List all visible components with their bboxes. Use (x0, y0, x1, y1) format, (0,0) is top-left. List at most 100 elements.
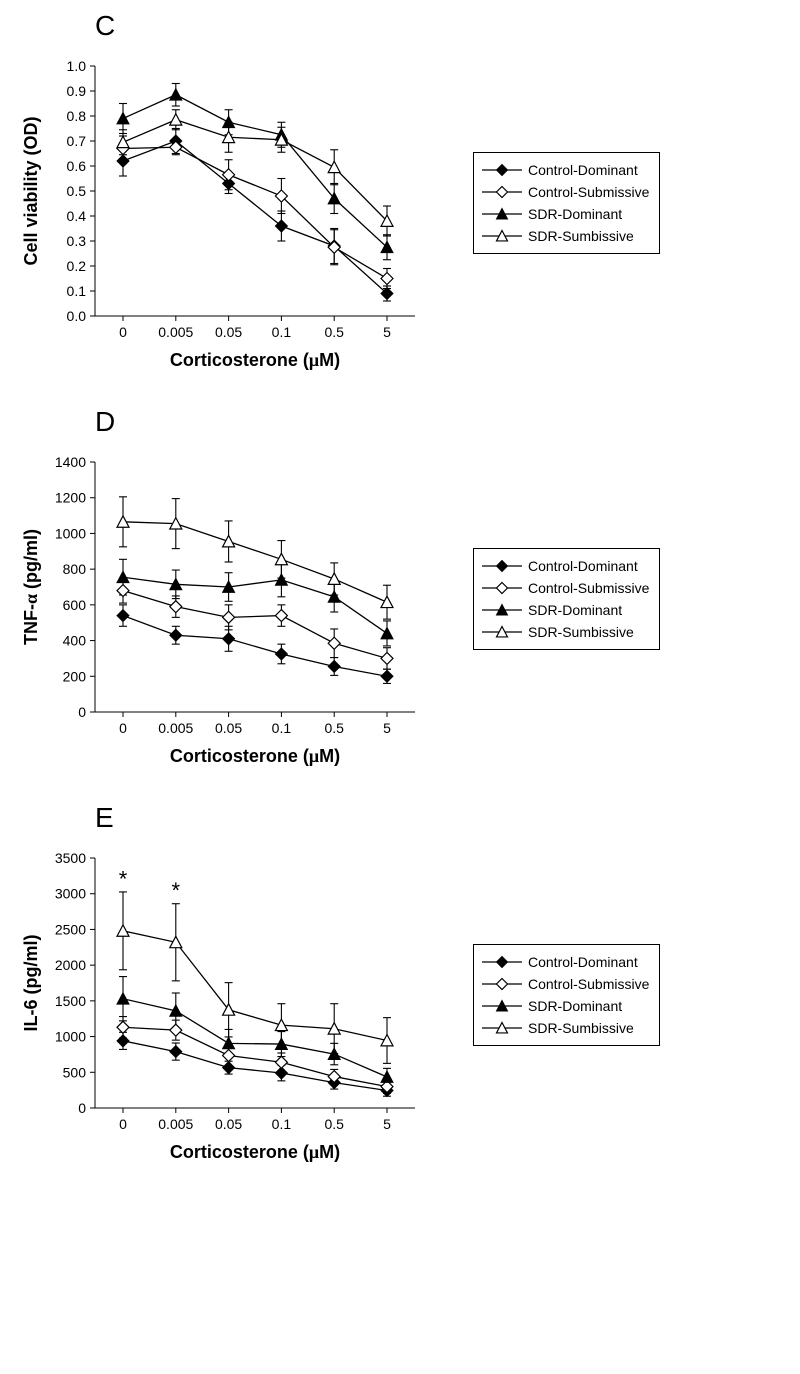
svg-text:1200: 1200 (55, 490, 86, 506)
legend-label: SDR-Dominant (528, 998, 622, 1014)
svg-text:3500: 3500 (55, 850, 86, 866)
legend-item: Control-Submissive (480, 181, 649, 203)
svg-text:600: 600 (63, 597, 87, 613)
legend-label: Control-Dominant (528, 558, 638, 574)
svg-text:0: 0 (78, 1100, 86, 1116)
svg-text:0.1: 0.1 (272, 720, 292, 736)
legend-marker (480, 162, 524, 178)
legend-marker (480, 624, 524, 640)
legend: Control-Dominant Control-Submissive SDR-Do… (473, 548, 660, 650)
svg-text:400: 400 (63, 633, 87, 649)
svg-text:5: 5 (383, 1116, 391, 1132)
svg-text:2500: 2500 (55, 921, 86, 937)
svg-text:0.1: 0.1 (272, 1116, 292, 1132)
legend-item: Control-Submissive (480, 973, 649, 995)
chart-D: 0 200 400 600 800 1000 1200 1400 0 0.005 0.05 0.1 0.… (5, 432, 455, 792)
legend-label: Control-Submissive (528, 580, 649, 596)
svg-text:0.005: 0.005 (158, 1116, 193, 1132)
legend-item: Control-Dominant (480, 159, 649, 181)
chart-C: 0.0 0.1 0.2 0.3 0.4 0.5 0.6 0.7 0.8 0.9 1.0 0 0.005 0… (5, 36, 455, 396)
legend-item: SDR-Dominant (480, 599, 649, 621)
svg-text:0.005: 0.005 (158, 324, 193, 340)
legend-label: Control-Submissive (528, 184, 649, 200)
legend-item: SDR-Dominant (480, 203, 649, 225)
legend-label: Control-Submissive (528, 976, 649, 992)
svg-text:Corticosterone (μM): Corticosterone (μM) (170, 1142, 340, 1162)
svg-text:0.4: 0.4 (67, 208, 87, 224)
svg-text:0: 0 (119, 1116, 127, 1132)
panel-row-E: E050010001500200025003000350000.0050.050… (5, 802, 795, 1188)
legend-item: Control-Submissive (480, 577, 649, 599)
legend-marker (480, 1020, 524, 1036)
legend-item: SDR-Sumbissive (480, 1017, 649, 1039)
chart-E: 0 500 1000 1500 2000 2500 3000 3500 0 0.005 0.05 0.… (5, 828, 455, 1188)
legend-label: SDR-Dominant (528, 602, 622, 618)
legend-label: SDR-Sumbissive (528, 228, 634, 244)
legend-marker (480, 558, 524, 574)
svg-text:0.9: 0.9 (67, 83, 87, 99)
legend-marker (480, 206, 524, 222)
svg-text:3000: 3000 (55, 886, 86, 902)
legend-label: Control-Dominant (528, 954, 638, 970)
svg-text:0.5: 0.5 (324, 720, 344, 736)
svg-text:1.0: 1.0 (67, 58, 87, 74)
legend: Control-Dominant Control-Submissive SDR-Do… (473, 152, 660, 254)
svg-text:0.5: 0.5 (324, 1116, 344, 1132)
svg-text:0.8: 0.8 (67, 108, 87, 124)
svg-text:5: 5 (383, 720, 391, 736)
panel-row-C: C0.00.10.20.30.40.50.60.70.80.91.000.005… (5, 10, 795, 396)
legend-marker (480, 580, 524, 596)
svg-text:0.5: 0.5 (67, 183, 87, 199)
legend-label: SDR-Dominant (528, 206, 622, 222)
legend-item: Control-Dominant (480, 951, 649, 973)
svg-text:1000: 1000 (55, 525, 86, 541)
svg-text:0.1: 0.1 (272, 324, 292, 340)
svg-text:0.1: 0.1 (67, 283, 87, 299)
svg-text:0.05: 0.05 (215, 1116, 242, 1132)
svg-text:0: 0 (119, 324, 127, 340)
legend-label: SDR-Sumbissive (528, 1020, 634, 1036)
svg-text:0.005: 0.005 (158, 720, 193, 736)
legend-marker (480, 998, 524, 1014)
svg-text:200: 200 (63, 668, 87, 684)
svg-text:800: 800 (63, 561, 87, 577)
legend-item: SDR-Sumbissive (480, 225, 649, 247)
svg-text:*: * (119, 867, 128, 892)
svg-text:0.7: 0.7 (67, 133, 87, 149)
svg-text:Corticosterone (μM): Corticosterone (μM) (170, 350, 340, 370)
svg-text:1000: 1000 (55, 1029, 86, 1045)
legend-marker (480, 228, 524, 244)
legend-label: Control-Dominant (528, 162, 638, 178)
svg-text:TNF-α (pg/ml): TNF-α (pg/ml) (21, 529, 41, 645)
legend-marker (480, 602, 524, 618)
legend-item: SDR-Sumbissive (480, 621, 649, 643)
svg-text:IL-6 (pg/ml): IL-6 (pg/ml) (21, 935, 41, 1032)
svg-text:0.6: 0.6 (67, 158, 87, 174)
svg-text:0.3: 0.3 (67, 233, 87, 249)
svg-text:0: 0 (78, 704, 86, 720)
svg-text:*: * (172, 878, 181, 903)
svg-text:0.0: 0.0 (67, 308, 87, 324)
svg-text:1500: 1500 (55, 993, 86, 1009)
legend-marker (480, 954, 524, 970)
svg-text:0.05: 0.05 (215, 324, 242, 340)
svg-text:500: 500 (63, 1064, 87, 1080)
legend: Control-Dominant Control-Submissive SDR-Do… (473, 944, 660, 1046)
panel-D: D020040060080010001200140000.0050.050.10… (5, 406, 455, 792)
legend-marker (480, 976, 524, 992)
panel-C: C0.00.10.20.30.40.50.60.70.80.91.000.005… (5, 10, 455, 396)
svg-text:0: 0 (119, 720, 127, 736)
svg-text:1400: 1400 (55, 454, 86, 470)
panel-E: E050010001500200025003000350000.0050.050… (5, 802, 455, 1188)
svg-text:0.5: 0.5 (324, 324, 344, 340)
svg-text:2000: 2000 (55, 957, 86, 973)
svg-text:5: 5 (383, 324, 391, 340)
svg-text:Cell viability (OD): Cell viability (OD) (21, 116, 41, 265)
legend-marker (480, 184, 524, 200)
svg-text:0.2: 0.2 (67, 258, 87, 274)
legend-item: SDR-Dominant (480, 995, 649, 1017)
svg-text:Corticosterone (μM): Corticosterone (μM) (170, 746, 340, 766)
legend-label: SDR-Sumbissive (528, 624, 634, 640)
legend-item: Control-Dominant (480, 555, 649, 577)
svg-text:0.05: 0.05 (215, 720, 242, 736)
